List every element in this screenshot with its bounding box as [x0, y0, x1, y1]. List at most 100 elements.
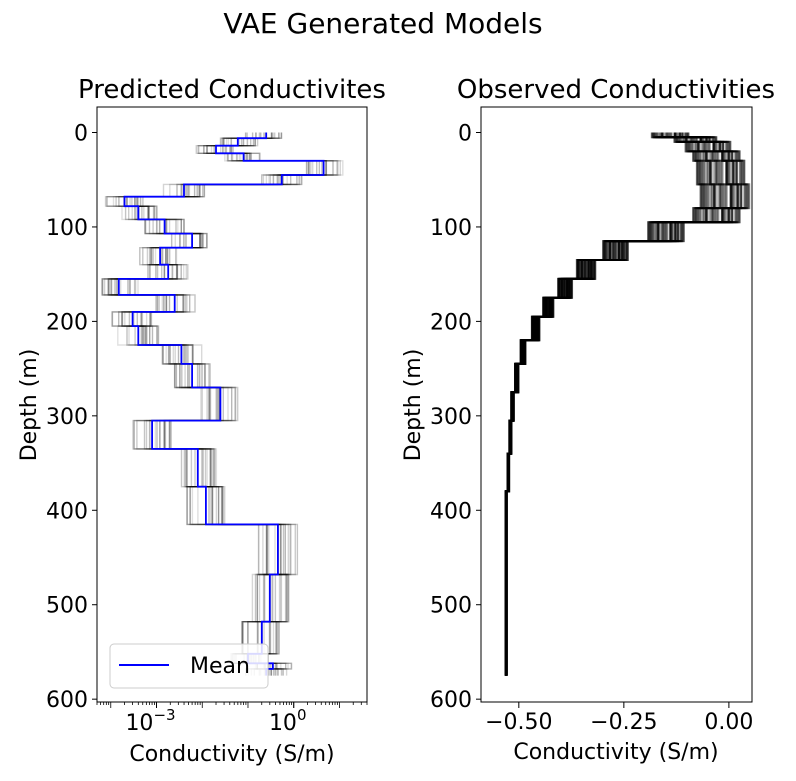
observed-y-tick-label: 300	[430, 405, 472, 430]
observed-profile-line	[505, 132, 733, 676]
predicted-mean-series	[117, 132, 325, 676]
predicted-plot-frame	[96, 106, 368, 703]
observed-profile-line	[504, 132, 716, 676]
predicted-legend: Mean	[109, 643, 269, 689]
observed-profile-line	[505, 132, 723, 676]
observed-profile-line	[504, 132, 708, 676]
observed-profile-line	[504, 132, 709, 676]
observed-profile-line	[504, 132, 715, 676]
observed-profile-line	[505, 132, 739, 676]
observed-profile-line	[505, 132, 738, 676]
observed-y-tick-label: 600	[430, 688, 472, 713]
observed-profile-line	[504, 132, 705, 676]
observed-profile-line	[505, 132, 749, 676]
predicted-panel: Predicted Conductivites Conductivity (S/…	[17, 75, 386, 767]
predicted-y-tick-label: 200	[46, 310, 88, 335]
predicted-y-tick-label: 500	[46, 594, 88, 619]
observed-profile-line	[504, 132, 704, 676]
observed-profile-line	[505, 132, 743, 676]
observed-profile-line	[505, 132, 717, 676]
observed-profile-line	[504, 132, 702, 676]
observed-profile-line	[505, 132, 733, 676]
observed-profile-line	[504, 132, 707, 676]
observed-profile-line	[505, 132, 750, 676]
observed-profile-line	[504, 132, 712, 676]
observed-x-tick-label: −0.25	[590, 710, 657, 735]
observed-profile-line	[505, 132, 723, 676]
observed-profile-line	[505, 132, 724, 676]
observed-y-tick-label: 100	[430, 216, 472, 241]
predicted-sample-line	[118, 132, 327, 676]
observed-profile-line	[504, 132, 705, 676]
observed-y-tick-label: 0	[458, 122, 472, 147]
observed-profile-line	[505, 132, 746, 676]
predicted-y-axis-label: Depth (m)	[17, 349, 42, 462]
observed-profile-line	[505, 132, 720, 676]
predicted-y-tick-label: 100	[46, 216, 88, 241]
observed-profiles	[504, 132, 751, 676]
observed-profile-line	[505, 132, 728, 676]
observed-profile-line	[505, 132, 727, 676]
predicted-x-tick-label: 10−3	[125, 706, 175, 736]
observed-profile-line	[505, 132, 732, 676]
predicted-sample-line	[114, 132, 314, 676]
legend-box	[109, 643, 269, 689]
observed-profile-line	[505, 132, 733, 676]
observed-profile-line	[505, 132, 742, 676]
observed-profile-line	[505, 132, 740, 676]
observed-profile-line	[505, 132, 739, 676]
observed-profile-line	[504, 132, 716, 676]
observed-profile-line	[505, 132, 743, 676]
observed-profile-line	[505, 132, 732, 676]
observed-profile-line	[504, 132, 713, 676]
observed-profile-line	[505, 132, 736, 676]
observed-profile-line	[504, 132, 707, 676]
observed-profile-line	[504, 132, 706, 676]
observed-y-tick-label: 200	[430, 310, 472, 335]
observed-profile-line	[505, 132, 743, 676]
observed-y-tick-label: 400	[430, 499, 472, 524]
observed-profile-line	[505, 132, 732, 676]
predicted-axis-ticks: 0 100 200 300 400 500 600 10−3 100	[46, 122, 368, 736]
observed-profile-line	[505, 132, 726, 676]
predicted-x-tick-label: 100	[269, 706, 307, 736]
observed-x-axis-label: Conductivity (S/m)	[513, 740, 718, 765]
observed-profile-line	[504, 132, 702, 676]
observed-profile-line	[505, 132, 739, 676]
predicted-y-tick-label: 400	[46, 499, 88, 524]
observed-profile-line	[505, 132, 750, 676]
observed-profile-line	[505, 132, 717, 676]
observed-y-tick-label: 500	[430, 594, 472, 619]
observed-profile-line	[504, 132, 716, 676]
observed-y-axis-label: Depth (m)	[401, 349, 426, 462]
observed-profile-line	[505, 132, 721, 676]
observed-profile-line	[505, 132, 735, 676]
observed-profile-line	[504, 132, 703, 676]
predicted-panel-title: Predicted Conductivites	[78, 75, 386, 105]
predicted-sample-line	[121, 132, 323, 676]
observed-profile-line	[505, 132, 725, 676]
legend-mean-label: Mean	[190, 654, 250, 679]
observed-profile-line	[505, 132, 721, 676]
predicted-y-tick-label: 0	[74, 122, 88, 147]
predicted-y-tick-label: 600	[46, 688, 88, 713]
observed-plot-frame	[480, 106, 753, 703]
observed-profile-line	[505, 132, 732, 676]
observed-profile-line	[504, 132, 710, 676]
observed-profile-line	[505, 132, 734, 676]
observed-profile-line	[505, 132, 746, 676]
predicted-x-axis-label: Conductivity (S/m)	[129, 742, 334, 767]
predicted-mean-line	[117, 132, 325, 676]
figure-suptitle: VAE Generated Models	[223, 7, 542, 40]
predicted-sample-line	[116, 132, 308, 676]
observed-panel: Observed Conductivities Conductivity (S/…	[401, 75, 775, 765]
observed-x-tick-label: −0.50	[485, 710, 552, 735]
observed-profile-line	[505, 132, 747, 676]
observed-profile-line	[505, 132, 739, 676]
observed-profile-line	[505, 132, 748, 676]
observed-profile-line	[505, 132, 751, 676]
observed-profile-line	[504, 132, 715, 676]
observed-panel-title: Observed Conductivities	[457, 75, 775, 105]
